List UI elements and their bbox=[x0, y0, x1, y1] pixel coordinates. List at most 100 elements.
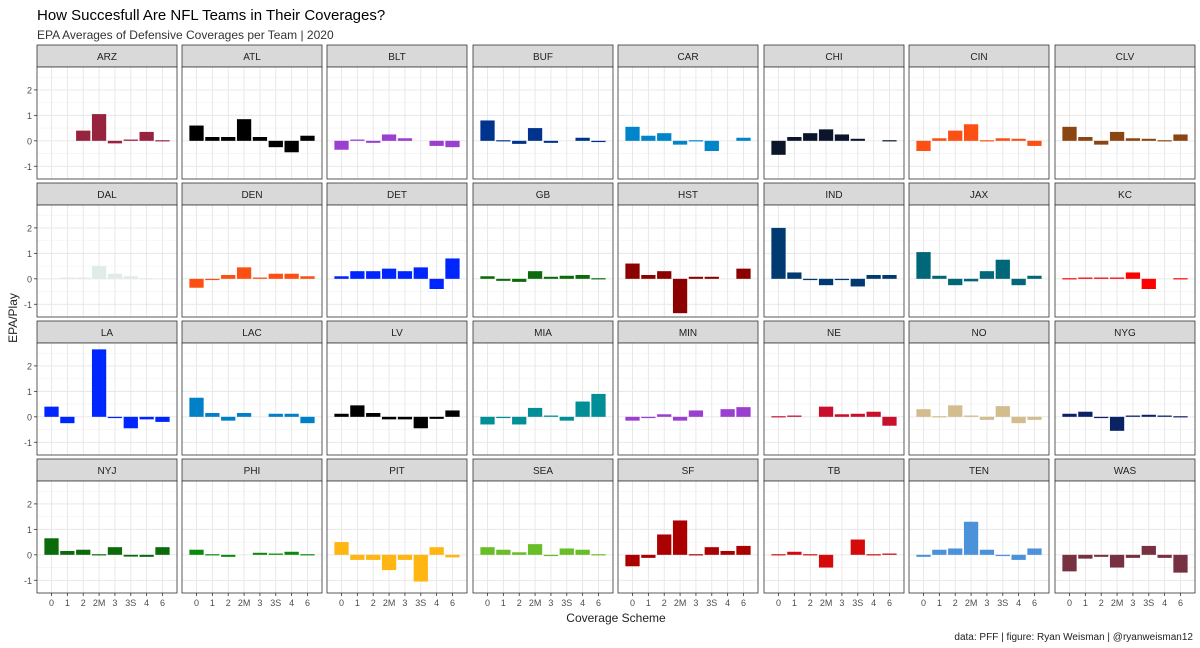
bar-jax-6 bbox=[1027, 275, 1042, 279]
panel-border-la bbox=[36, 342, 178, 456]
panel-bg-atl bbox=[182, 67, 322, 179]
x-tick-label: 3 bbox=[257, 598, 262, 608]
bar-was-0 bbox=[1062, 554, 1077, 572]
facet-label-arz: ARZ bbox=[97, 52, 117, 63]
bar-phi-6 bbox=[300, 554, 315, 556]
panel-bg-buf bbox=[473, 67, 613, 179]
bar-sea-1 bbox=[496, 549, 511, 555]
bar-la-3 bbox=[107, 416, 123, 419]
bar-gb-3 bbox=[543, 276, 559, 279]
bar-no-4 bbox=[1011, 416, 1026, 424]
facet-label-dal: DAL bbox=[97, 190, 117, 201]
bar-den-6 bbox=[300, 276, 315, 279]
x-tick-label: 2 bbox=[517, 598, 522, 608]
panel-border-clv bbox=[1054, 66, 1196, 180]
facet-label-ne: NE bbox=[827, 328, 841, 339]
bar-la-3S bbox=[123, 416, 138, 429]
x-tick-label: 3S bbox=[415, 598, 426, 608]
bar-phi-0 bbox=[189, 549, 204, 555]
bar-lac-0 bbox=[189, 397, 204, 417]
x-tick-label: 1 bbox=[65, 598, 70, 608]
bar-atl-0 bbox=[189, 125, 204, 141]
bar-car-2M bbox=[672, 140, 688, 145]
facet-label-la: LA bbox=[101, 328, 114, 339]
y-tick-label: 0 bbox=[27, 274, 32, 284]
bar-atl-4 bbox=[284, 140, 299, 153]
bar-lac-1 bbox=[205, 413, 220, 417]
bar-hst-1 bbox=[641, 275, 656, 279]
panel-bg-lac bbox=[182, 343, 322, 455]
bar-clv-3S bbox=[1141, 138, 1156, 141]
panel-border-was bbox=[1054, 480, 1196, 594]
bar-dal-3 bbox=[107, 273, 123, 279]
bar-pit-3S bbox=[413, 554, 428, 582]
bar-nyj-4 bbox=[139, 554, 154, 557]
bar-no-0 bbox=[916, 409, 931, 417]
facet-label-phi: PHI bbox=[244, 466, 261, 477]
panel-border-den bbox=[181, 204, 323, 318]
bar-pit-2 bbox=[366, 554, 381, 560]
x-tick-label: 6 bbox=[160, 598, 165, 608]
bar-kc-1 bbox=[1078, 277, 1093, 279]
facet-label-nyg: NYG bbox=[1114, 328, 1136, 339]
bar-det-2 bbox=[366, 271, 381, 279]
bar-blt-1 bbox=[350, 139, 365, 141]
panel-bg-was bbox=[1055, 481, 1195, 593]
bar-lv-3S bbox=[413, 416, 428, 429]
bar-den-3 bbox=[252, 277, 268, 279]
bar-la-6 bbox=[155, 416, 170, 422]
bar-mia-2 bbox=[512, 416, 527, 425]
x-tick-label: 1 bbox=[355, 598, 360, 608]
bar-cin-2 bbox=[948, 130, 963, 141]
bar-phi-1 bbox=[205, 554, 220, 556]
bar-tb-6 bbox=[882, 553, 897, 555]
bar-sf-1 bbox=[641, 554, 656, 558]
x-tick-label: 4 bbox=[1016, 598, 1021, 608]
bar-ten-3 bbox=[979, 549, 995, 555]
bar-buf-3 bbox=[543, 140, 559, 143]
bar-blt-0 bbox=[334, 140, 349, 150]
bar-pit-1 bbox=[350, 554, 365, 560]
x-tick-label: 3S bbox=[706, 598, 717, 608]
chart-title: How Succesfull Are NFL Teams in Their Co… bbox=[37, 7, 385, 24]
bar-tb-1 bbox=[787, 551, 802, 555]
x-tick-label: 1 bbox=[210, 598, 215, 608]
bar-atl-3 bbox=[252, 137, 268, 141]
bar-clv-6 bbox=[1173, 134, 1188, 141]
bar-min-2M bbox=[672, 416, 688, 421]
bar-nyj-2 bbox=[76, 549, 91, 555]
bar-tb-2 bbox=[803, 554, 818, 556]
bar-nyj-0 bbox=[44, 538, 59, 555]
bar-lv-3 bbox=[397, 416, 413, 420]
facet-label-lac: LAC bbox=[242, 328, 261, 339]
facet-label-gb: GB bbox=[536, 190, 551, 201]
y-tick-label: -1 bbox=[24, 576, 32, 586]
x-tick-label: 0 bbox=[1067, 598, 1072, 608]
y-tick-label: -1 bbox=[24, 162, 32, 172]
bar-hst-3 bbox=[688, 276, 704, 279]
panel-bg-jax bbox=[909, 205, 1049, 317]
bar-clv-3 bbox=[1125, 138, 1141, 141]
panel-border-dal bbox=[36, 204, 178, 318]
bar-ind-2M bbox=[818, 278, 834, 286]
bar-tb-0 bbox=[771, 554, 786, 556]
bar-ne-6 bbox=[882, 416, 897, 426]
bar-la-2M bbox=[91, 349, 107, 417]
bar-kc-0 bbox=[1062, 278, 1077, 280]
panel-bg-phi bbox=[182, 481, 322, 593]
panel-bg-sf bbox=[618, 481, 758, 593]
bar-chi-3 bbox=[834, 134, 850, 141]
facet-label-min: MIN bbox=[679, 328, 697, 339]
x-tick-label: 1 bbox=[1083, 598, 1088, 608]
bar-min-0 bbox=[625, 416, 640, 421]
x-tick-label: 2M bbox=[529, 598, 542, 608]
bar-arz-4 bbox=[139, 131, 154, 141]
x-tick-label: 2M bbox=[93, 598, 106, 608]
facet-label-was: WAS bbox=[1114, 466, 1137, 477]
facet-label-mia: MIA bbox=[534, 328, 552, 339]
x-tick-label: 3S bbox=[997, 598, 1008, 608]
bar-min-4 bbox=[720, 409, 735, 417]
bar-no-3S bbox=[995, 406, 1010, 417]
bar-hst-2 bbox=[657, 271, 672, 279]
bar-blt-2 bbox=[366, 140, 381, 143]
